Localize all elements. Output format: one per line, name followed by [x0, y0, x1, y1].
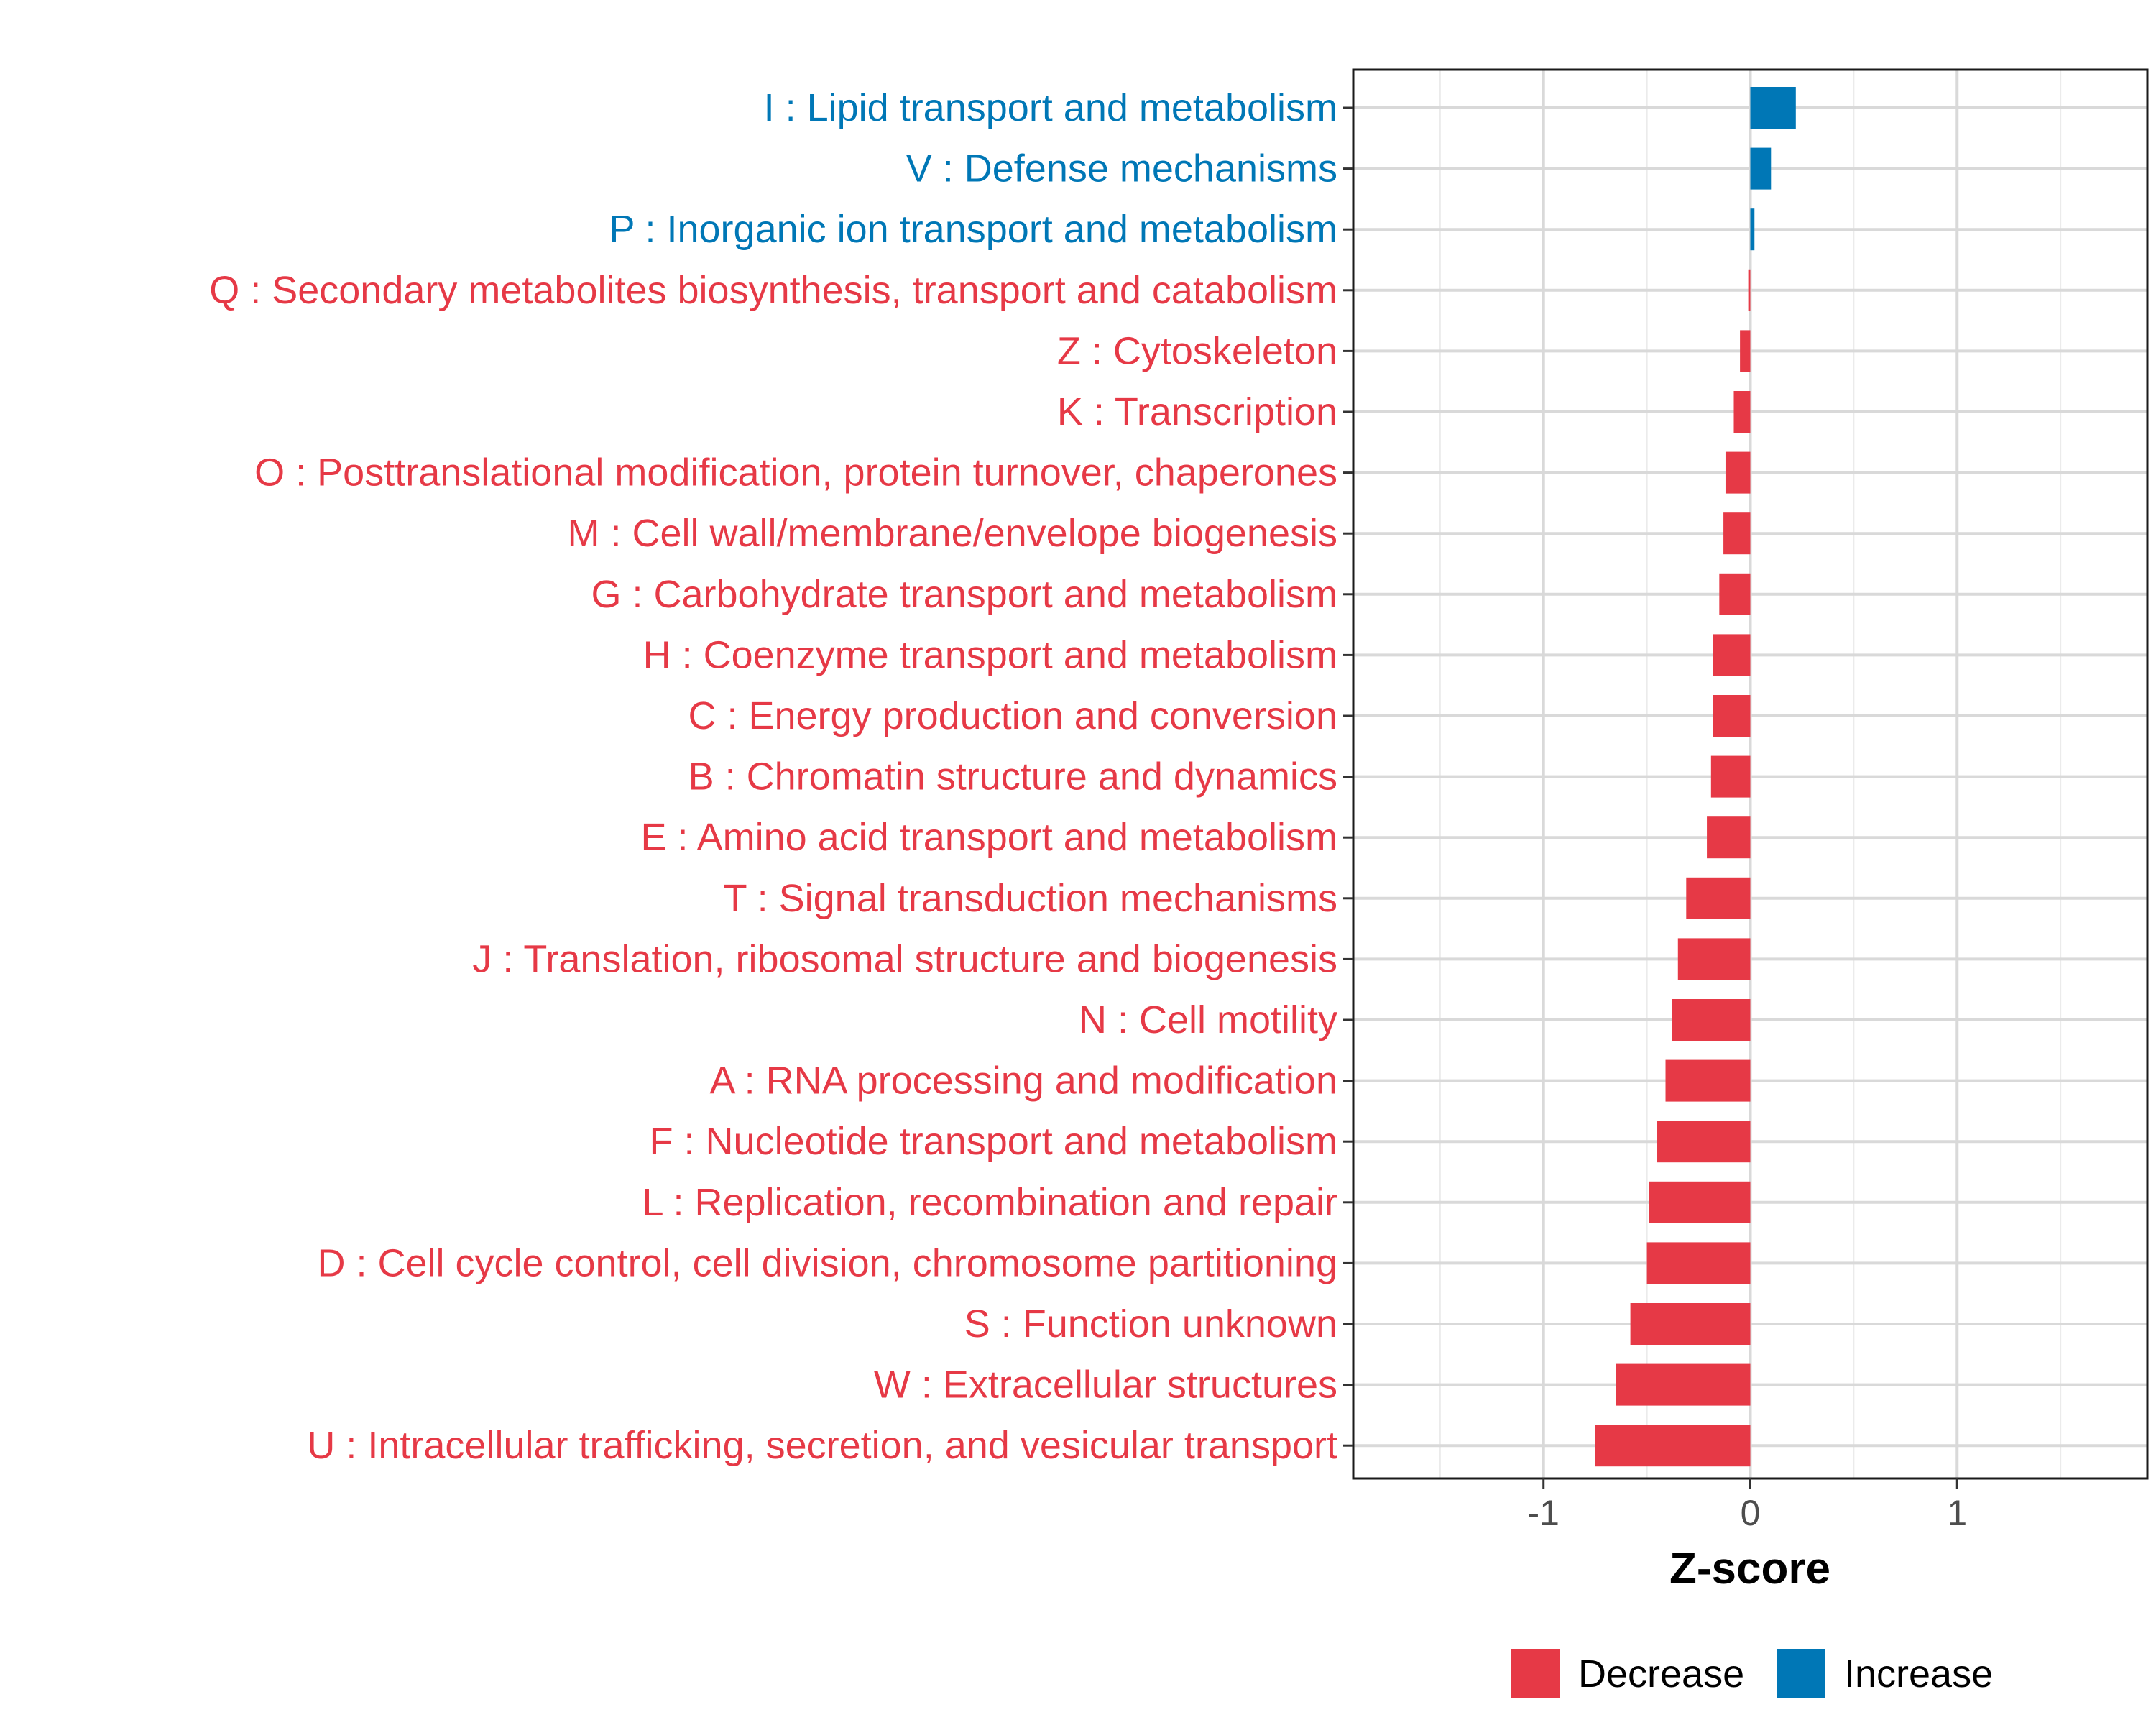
legend-swatch-decrease — [1511, 1649, 1560, 1698]
bar-u — [1595, 1425, 1751, 1467]
bar-o — [1725, 451, 1751, 494]
bar-i — [1750, 87, 1796, 129]
category-label-a: A : RNA processing and modification — [710, 1059, 1337, 1103]
bar-v — [1750, 147, 1772, 190]
x-tick-label: 0 — [1741, 1493, 1761, 1533]
bar-k — [1733, 391, 1751, 433]
category-label-t: T : Signal transduction mechanisms — [724, 877, 1337, 920]
bar-s — [1630, 1303, 1751, 1345]
category-label-n: N : Cell motility — [1079, 998, 1337, 1041]
bar-a — [1665, 1059, 1751, 1102]
y-axis-ticks — [1343, 106, 1353, 1447]
bar-h — [1713, 634, 1751, 676]
bar-z — [1740, 330, 1751, 372]
y-axis-labels: I : Lipid transport and metabolism V : De… — [209, 86, 1337, 1467]
category-label-e: E : Amino acid transport and metabolism — [641, 816, 1337, 859]
category-label-j: J : Translation, ribosomal structure and… — [472, 937, 1337, 980]
category-label-z: Z : Cytoskeleton — [1057, 329, 1337, 372]
category-label-q: Q : Secondary metabolites biosynthesis, … — [209, 269, 1337, 312]
category-label-f: F : Nucleotide transport and metabolism — [650, 1120, 1337, 1163]
bar-t — [1686, 877, 1751, 919]
bar-l — [1649, 1181, 1751, 1223]
category-label-v: V : Defense mechanisms — [906, 147, 1337, 190]
legend: Decrease Increase — [1511, 1649, 1993, 1698]
bar-c — [1713, 695, 1751, 737]
x-tick-label: 1 — [1947, 1493, 1967, 1533]
category-label-k: K : Transcription — [1057, 390, 1337, 433]
category-label-s: S : Function unknown — [964, 1302, 1337, 1346]
legend-label-decrease: Decrease — [1578, 1652, 1744, 1696]
category-label-b: B : Chromatin structure and dynamics — [688, 755, 1337, 799]
bar-b — [1710, 755, 1751, 798]
category-label-o: O : Posttranslational modification, prot… — [254, 451, 1337, 494]
category-label-d: D : Cell cycle control, cell division, c… — [317, 1241, 1337, 1284]
x-axis-title: Z-score — [1669, 1544, 1830, 1593]
bar-d — [1646, 1242, 1751, 1284]
category-label-c: C : Energy production and conversion — [688, 694, 1337, 737]
bar-j — [1677, 938, 1751, 980]
bar-layer — [1595, 87, 1796, 1467]
category-label-h: H : Coenzyme transport and metabolism — [643, 633, 1337, 676]
legend-label-increase: Increase — [1844, 1652, 1993, 1696]
x-tick-label: -1 — [1528, 1493, 1560, 1533]
bar-p — [1750, 208, 1755, 251]
category-label-i: I : Lipid transport and metabolism — [764, 86, 1337, 129]
category-label-l: L : Replication, recombination and repai… — [642, 1181, 1337, 1224]
bar-m — [1723, 512, 1751, 555]
category-label-g: G : Carbohydrate transport and metabolis… — [591, 573, 1338, 616]
bar-n — [1672, 999, 1751, 1041]
legend-swatch-increase — [1777, 1649, 1825, 1698]
category-label-w: W : Extracellular structures — [874, 1363, 1337, 1407]
bar-e — [1707, 816, 1751, 859]
category-label-m: M : Cell wall/membrane/envelope biogenes… — [567, 512, 1337, 555]
category-label-u: U : Intracellular trafficking, secretion… — [307, 1424, 1337, 1467]
bar-q — [1748, 269, 1751, 311]
bar-f — [1657, 1121, 1751, 1163]
bar-w — [1616, 1363, 1751, 1406]
bar-g — [1719, 573, 1751, 615]
category-label-p: P : Inorganic ion transport and metaboli… — [609, 208, 1337, 251]
x-axis-ticks: -1 0 1 — [1528, 1478, 1967, 1533]
